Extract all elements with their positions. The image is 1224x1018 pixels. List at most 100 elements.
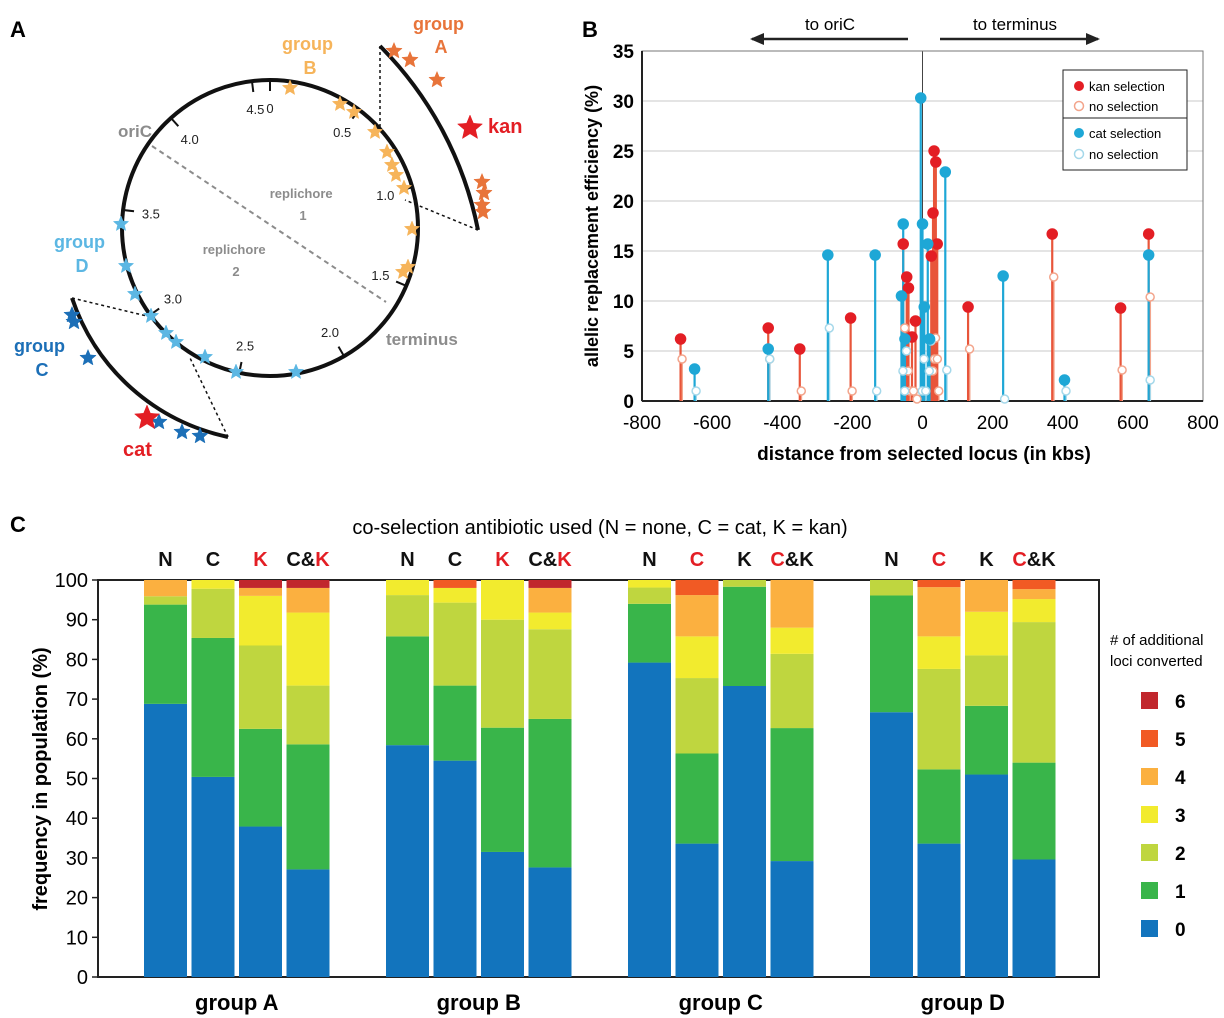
c-bar-segment	[191, 637, 235, 777]
legend-label-cat: cat selection	[1089, 126, 1161, 141]
c-bar-segment	[675, 580, 719, 596]
b-data-point	[762, 322, 774, 334]
b-data-point	[1114, 302, 1127, 314]
group-d-locus-star	[227, 363, 245, 380]
c-bar-label: C&K	[770, 549, 814, 571]
cat-label: cat	[123, 439, 152, 461]
to-terminus-label: to terminus	[973, 15, 1057, 34]
b-data-point	[1048, 272, 1059, 282]
c-bar-segment	[628, 587, 671, 604]
c-bar-segment	[965, 655, 1008, 706]
group-b-locus-star	[395, 179, 413, 196]
locus-stars	[63, 41, 493, 444]
c-y-tick-label: 90	[66, 610, 88, 632]
b-data-point	[1046, 228, 1058, 240]
b-data-point	[927, 207, 939, 219]
c-y-tick-label: 80	[66, 649, 88, 671]
group-b-locus-star	[387, 166, 405, 183]
b-data-point	[1058, 374, 1071, 386]
legend-marker-kan-none	[1073, 100, 1085, 112]
c-bar-label: C	[690, 549, 704, 571]
c-bar-segment	[1012, 622, 1056, 763]
b-y-tick-label: 10	[613, 292, 634, 313]
b-data-point	[677, 354, 687, 364]
c-bar-segment	[386, 636, 429, 746]
b-data-point	[796, 386, 807, 396]
c-legend-swatch	[1141, 730, 1158, 747]
c-legend-items: 6 5 4 3 2 1 0	[1141, 692, 1186, 941]
group-a-label: group A	[413, 14, 469, 57]
b-data-point	[1145, 292, 1155, 302]
group-a-locus-star	[428, 70, 446, 88]
group-a-zoom	[378, 44, 480, 231]
c-bar-segment	[628, 580, 671, 588]
coordinate-tick-label: 1.0	[376, 188, 394, 203]
c-bar-segment	[433, 685, 477, 761]
c-bar-label-part: C	[932, 549, 946, 571]
group-b-locus-star	[281, 79, 299, 96]
c-bar-label: C	[206, 549, 220, 571]
b-x-tick-label: 0	[917, 413, 928, 434]
c-bar-label: N	[158, 549, 172, 571]
group-b-locus-star	[366, 123, 384, 140]
c-legend-title: loci converted	[1110, 653, 1203, 670]
b-data-point	[923, 333, 936, 345]
c-bar-segment	[386, 595, 429, 637]
b-data-point	[931, 238, 943, 250]
b-data-point	[997, 270, 1009, 282]
c-legend-swatch	[1141, 768, 1158, 785]
to-oric-arrowhead	[750, 33, 764, 45]
c-y-tick-label: 10	[66, 927, 88, 949]
c-bar-label: N	[400, 549, 414, 571]
b-y-tick-label: 15	[613, 242, 635, 263]
c-bar-segment	[917, 843, 961, 977]
c-bar-label: K	[495, 549, 510, 571]
coordinate-tick	[122, 208, 135, 213]
b-data-point	[688, 363, 701, 375]
c-bar-segment	[1012, 859, 1056, 977]
b-data-point	[1142, 228, 1155, 240]
b-data-point	[869, 249, 881, 261]
coordinate-tick	[170, 117, 180, 127]
c-bar-segment	[1012, 599, 1056, 623]
b-x-tick-label: 800	[1187, 413, 1219, 434]
c-bar-segment	[675, 843, 719, 977]
c-group-label: group C	[679, 990, 763, 1015]
group-d-locus-star	[167, 333, 185, 350]
c-bar-segment	[286, 580, 330, 588]
panel-a: A 0 0.5 1.0 1.5 2.0 2.5 3.0 3.5 4.0 4.5 oriC term…	[10, 14, 522, 461]
c-bar-label-part: N	[400, 549, 414, 571]
b-data-point	[999, 394, 1010, 404]
c-bar-segment	[675, 753, 719, 844]
c-bar-label-part: N	[642, 549, 656, 571]
c-y-tick-label: 40	[66, 808, 88, 830]
c-bar-segment	[239, 580, 282, 588]
group-b-locus-star	[331, 95, 349, 112]
c-bar-segment	[1012, 580, 1056, 590]
b-data-point	[764, 354, 775, 364]
oric-label: oriC	[118, 122, 152, 141]
b-data-point	[899, 333, 911, 345]
cat-locus-star	[133, 404, 161, 430]
b-data-point	[898, 366, 908, 376]
coordinate-tick	[395, 280, 407, 287]
b-data-point	[964, 344, 975, 354]
c-legend-swatch	[1141, 844, 1158, 861]
c-bar-segment	[286, 685, 330, 745]
b-y-tick-label: 35	[613, 42, 635, 63]
c-bar-label-part: K	[315, 549, 330, 571]
coordinate-tick-label: 2.5	[236, 338, 254, 353]
kan-label: kan	[488, 116, 522, 138]
group-a-locus-star	[475, 183, 493, 201]
b-y-tick-label: 30	[613, 92, 634, 113]
legend-marker-kan	[1074, 81, 1084, 91]
group-d-locus-star	[196, 348, 214, 365]
group-d-locus-star	[287, 363, 305, 380]
c-bar-label-part: K	[737, 549, 752, 571]
c-bar-segment	[1012, 589, 1056, 600]
c-bar-label-part: K	[557, 549, 572, 571]
legend-label-kan-none: no selection	[1089, 99, 1158, 114]
c-bar-label-part: C&	[528, 549, 557, 571]
